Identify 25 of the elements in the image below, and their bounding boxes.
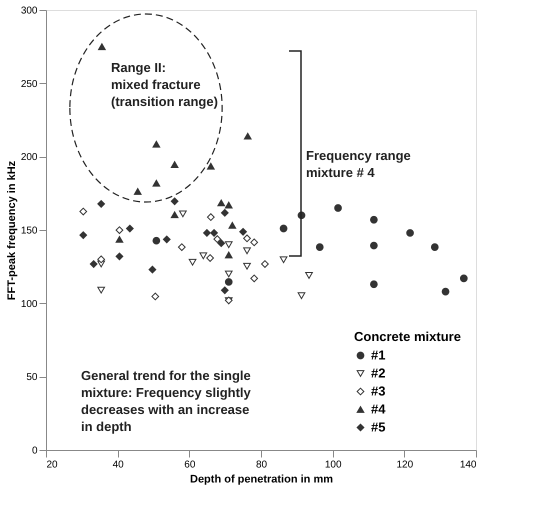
annotation: Frequency range mixture # 4 xyxy=(306,148,411,180)
legend-label: #3 xyxy=(371,384,386,398)
x-tick-label: 140 xyxy=(460,460,477,470)
x-tick-label: 20 xyxy=(46,460,58,470)
y-tick-label: 250 xyxy=(20,78,38,90)
legend-title: Concrete mixture xyxy=(354,329,461,344)
x-tick-label: 40 xyxy=(112,460,124,470)
y-tick-label: 300 xyxy=(20,6,38,16)
x-axis-title: Depth of penetration in mm xyxy=(190,474,334,486)
y-axis-title: FFT-peak frequency in kHz xyxy=(6,160,18,300)
y-tick-label: 100 xyxy=(20,298,38,310)
y-tick-label: 150 xyxy=(20,226,38,236)
annotation: Range II: mixed fracture (transition range) xyxy=(111,60,218,109)
x-tick-label: 80 xyxy=(256,460,268,470)
legend-label: #5 xyxy=(371,420,386,434)
legend-label: #2 xyxy=(371,366,386,380)
legend-label: #1 xyxy=(371,348,386,362)
y-tick-label: 0 xyxy=(32,446,38,456)
x-tick-label: 120 xyxy=(396,460,414,470)
x-tick-label: 60 xyxy=(184,460,196,470)
y-tick-label: 50 xyxy=(26,372,38,384)
y-tick-label: 200 xyxy=(20,152,38,164)
annotation: General trend for the single mixture: Frequency slightly decreases with an increase in depth xyxy=(81,368,252,434)
x-tick-label: 100 xyxy=(324,460,342,470)
legend-label: #4 xyxy=(371,402,386,416)
